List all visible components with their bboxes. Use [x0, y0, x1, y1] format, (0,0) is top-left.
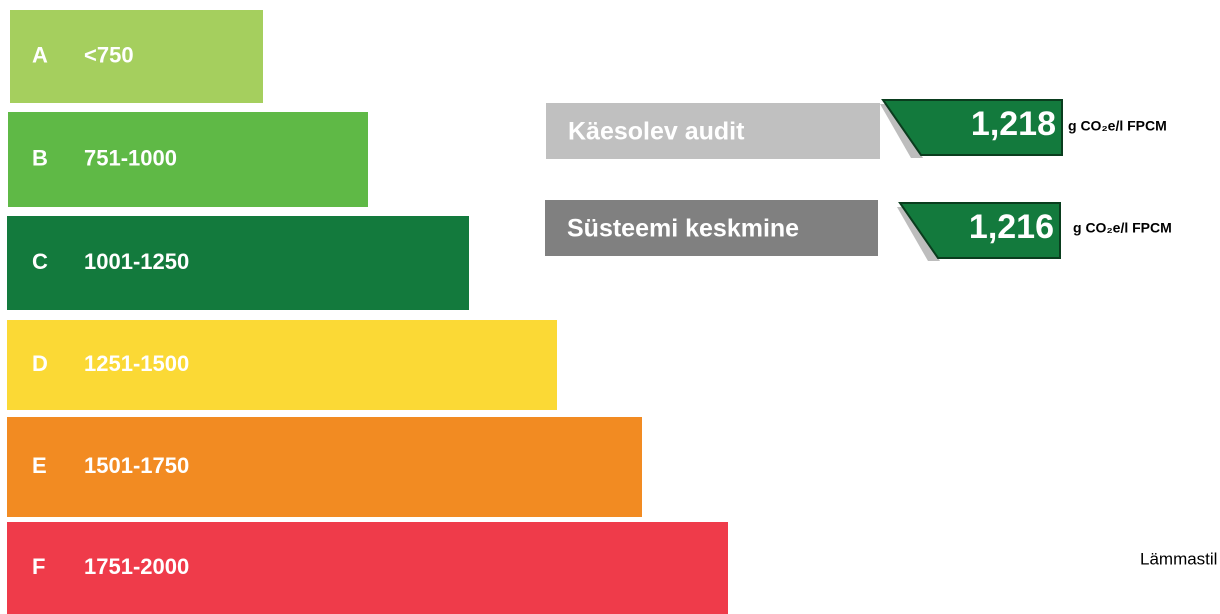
- indicator-label-box: [545, 200, 878, 256]
- band-range: <750: [84, 42, 134, 67]
- band-bar: [7, 320, 557, 410]
- indicator-label: Käesolev audit: [568, 118, 745, 146]
- band-range: 1251-1500: [84, 351, 189, 376]
- band-letter: D: [32, 351, 48, 376]
- side-text: Lämmastil: [1140, 549, 1217, 568]
- indicator-shadow: [897, 207, 940, 261]
- band-range: 1001-1250: [84, 249, 189, 274]
- indicator-value-box: [881, 99, 1063, 156]
- indicator-label-box: [546, 103, 880, 159]
- band-letter: A: [32, 42, 48, 67]
- band-bar: [7, 417, 642, 517]
- band-range: 751-1000: [84, 145, 177, 170]
- indicator-value: 1,218: [971, 105, 1056, 143]
- indicator-label: Süsteemi keskmine: [567, 215, 799, 243]
- band-range: 1501-1750: [84, 453, 189, 478]
- band-letter: B: [32, 145, 48, 170]
- band-bar: [7, 522, 728, 614]
- band-letter: C: [32, 249, 48, 274]
- band-bar: [7, 216, 469, 310]
- indicator-shadow: [880, 104, 923, 158]
- band-range: 1751-2000: [84, 554, 189, 579]
- indicator-unit: g CO₂e/l FPCM: [1073, 220, 1172, 236]
- band-letter: E: [32, 453, 47, 478]
- band-bar: [8, 112, 368, 207]
- indicator-value-box: [898, 202, 1061, 259]
- band-letter: F: [32, 554, 45, 579]
- indicator-value: 1,216: [969, 208, 1054, 246]
- indicator-unit: g CO₂e/l FPCM: [1068, 118, 1167, 134]
- band-bar: [10, 10, 263, 103]
